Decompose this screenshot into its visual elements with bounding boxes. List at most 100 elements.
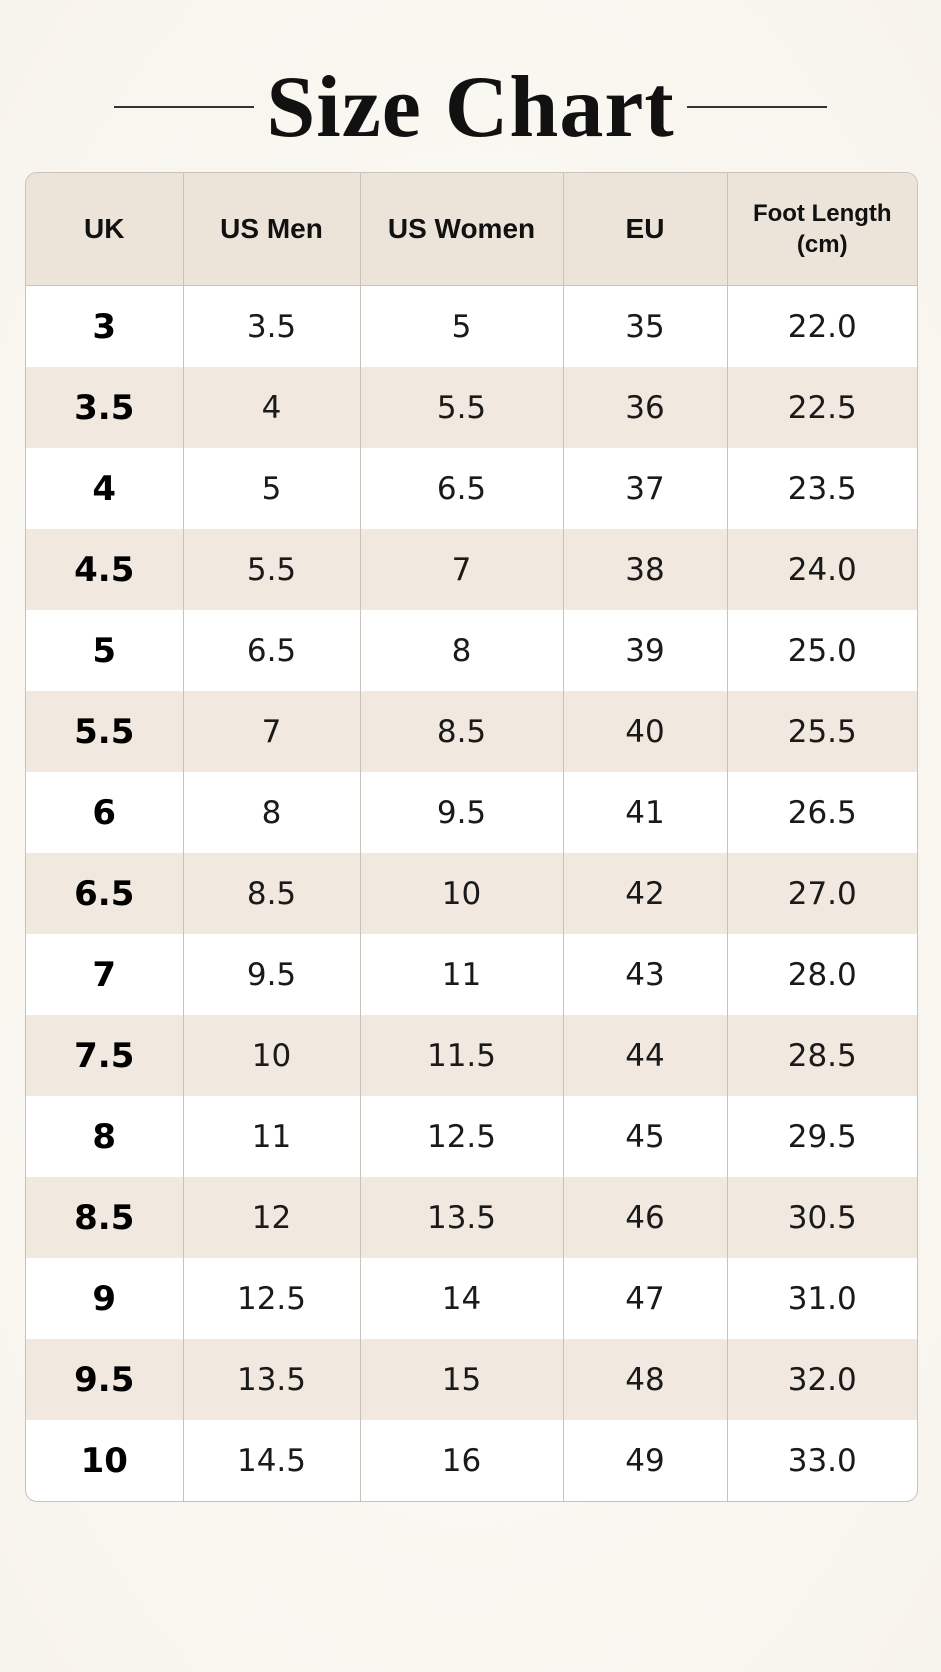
uk-size-cell: 7 [92, 954, 117, 995]
size-cell: 31.0 [726, 1258, 917, 1339]
size-cell: 12.5 [359, 1096, 563, 1177]
size-cell: 25.5 [726, 691, 917, 772]
size-table: UK US Men US Women EU Foot Length (cm) 3 3.5 5… [26, 173, 917, 1501]
uk-size-cell: 4 [92, 468, 117, 509]
size-table-frame: UK US Men US Women EU Foot Length (cm) 3 3.5 5… [25, 172, 918, 1502]
size-cell: 5.5 [182, 529, 360, 610]
size-cell: 22.5 [726, 367, 917, 448]
size-cell: 39 [562, 610, 727, 691]
table-row: 6.5 8.5 10 42 27.0 [26, 853, 917, 934]
size-cell: 5 [182, 448, 360, 529]
size-cell: 23.5 [726, 448, 917, 529]
header-row: UK US Men US Women EU Foot Length (cm) [26, 173, 917, 286]
size-cell: 28.0 [726, 934, 917, 1015]
column-header: US Women [359, 173, 563, 286]
size-cell: 24.0 [726, 529, 917, 610]
table-row: 8 11 12.5 45 29.5 [26, 1096, 917, 1177]
uk-size-cell: 10 [80, 1440, 128, 1481]
size-cell: 13.5 [182, 1339, 360, 1420]
size-cell: 7 [182, 691, 360, 772]
size-cell: 9.5 [182, 934, 360, 1015]
title-rule [686, 106, 827, 108]
size-cell: 16 [359, 1420, 563, 1501]
table-row: 9.5 13.5 15 48 32.0 [26, 1339, 917, 1420]
size-cell: 12 [182, 1177, 360, 1258]
table-row: 6 8 9.5 41 26.5 [26, 772, 917, 853]
size-cell: 29.5 [726, 1096, 917, 1177]
size-cell: 27.0 [726, 853, 917, 934]
uk-size-cell: 6.5 [26, 853, 183, 934]
column-header: US Men [182, 173, 360, 286]
uk-size-cell: 3 [92, 306, 117, 347]
column-header: Foot Length (cm) [726, 173, 917, 286]
table-head: UK US Men US Women EU Foot Length (cm) [26, 173, 917, 286]
title-bar: Size Chart [0, 52, 941, 162]
size-cell: 14.5 [182, 1420, 360, 1501]
size-cell: 38 [562, 529, 727, 610]
size-cell: 10 [359, 853, 563, 934]
size-cell: 46 [562, 1177, 727, 1258]
uk-size-cell: 5 [92, 630, 117, 671]
size-cell: 35 [562, 285, 727, 367]
size-cell: 36 [562, 367, 727, 448]
size-cell: 3.5 [182, 285, 360, 367]
uk-size-cell: 5.5 [26, 691, 183, 772]
size-cell: 32.0 [726, 1339, 917, 1420]
size-cell: 45 [562, 1096, 727, 1177]
size-cell: 40 [562, 691, 727, 772]
table-body: 3 3.5 5 35 22.0 3.5 4 5.5 36 22.5 4 5 6.5 37 23.5 4.5 5.… [26, 285, 917, 1501]
uk-size-cell: 8.5 [26, 1177, 183, 1258]
size-cell: 8 [182, 772, 360, 853]
column-header: EU [562, 173, 727, 286]
size-cell: 8 [359, 610, 563, 691]
uk-size-cell: 6 [92, 792, 117, 833]
size-cell: 30.5 [726, 1177, 917, 1258]
uk-size-cell: 4.5 [26, 529, 183, 610]
size-cell: 14 [359, 1258, 563, 1339]
uk-size-cell: 8 [92, 1116, 117, 1157]
table-row: 7.5 10 11.5 44 28.5 [26, 1015, 917, 1096]
size-cell: 11 [182, 1096, 360, 1177]
size-cell: 47 [562, 1258, 727, 1339]
size-cell: 43 [562, 934, 727, 1015]
size-cell: 33.0 [726, 1420, 917, 1501]
size-cell: 10 [182, 1015, 360, 1096]
size-cell: 42 [562, 853, 727, 934]
size-cell: 41 [562, 772, 727, 853]
size-cell: 6.5 [359, 448, 563, 529]
size-cell: 44 [562, 1015, 727, 1096]
uk-size-cell: 9.5 [26, 1339, 183, 1420]
uk-size-cell: 9 [92, 1278, 117, 1319]
uk-size-cell: 7.5 [26, 1015, 183, 1096]
table-row: 10 14.5 16 49 33.0 [26, 1420, 917, 1501]
size-cell: 22.0 [726, 285, 917, 367]
table-row: 3.5 4 5.5 36 22.5 [26, 367, 917, 448]
size-cell: 11.5 [359, 1015, 563, 1096]
size-cell: 48 [562, 1339, 727, 1420]
title-rule [114, 106, 255, 108]
size-cell: 9.5 [359, 772, 563, 853]
size-cell: 28.5 [726, 1015, 917, 1096]
size-cell: 12.5 [182, 1258, 360, 1339]
uk-size-cell: 3.5 [26, 367, 183, 448]
table-row: 4.5 5.5 7 38 24.0 [26, 529, 917, 610]
size-cell: 6.5 [182, 610, 360, 691]
table-row: 3 3.5 5 35 22.0 [26, 285, 917, 367]
table-row: 4 5 6.5 37 23.5 [26, 448, 917, 529]
title: Size Chart [266, 58, 675, 156]
size-cell: 49 [562, 1420, 727, 1501]
size-cell: 15 [359, 1339, 563, 1420]
size-cell: 25.0 [726, 610, 917, 691]
size-cell: 13.5 [359, 1177, 563, 1258]
size-cell: 5.5 [359, 367, 563, 448]
table-row: 5.5 7 8.5 40 25.5 [26, 691, 917, 772]
size-cell: 8.5 [182, 853, 360, 934]
size-cell: 37 [562, 448, 727, 529]
table-row: 9 12.5 14 47 31.0 [26, 1258, 917, 1339]
size-cell: 11 [359, 934, 563, 1015]
table-row: 7 9.5 11 43 28.0 [26, 934, 917, 1015]
size-cell: 8.5 [359, 691, 563, 772]
column-header: UK [26, 173, 183, 286]
size-cell: 4 [182, 367, 360, 448]
